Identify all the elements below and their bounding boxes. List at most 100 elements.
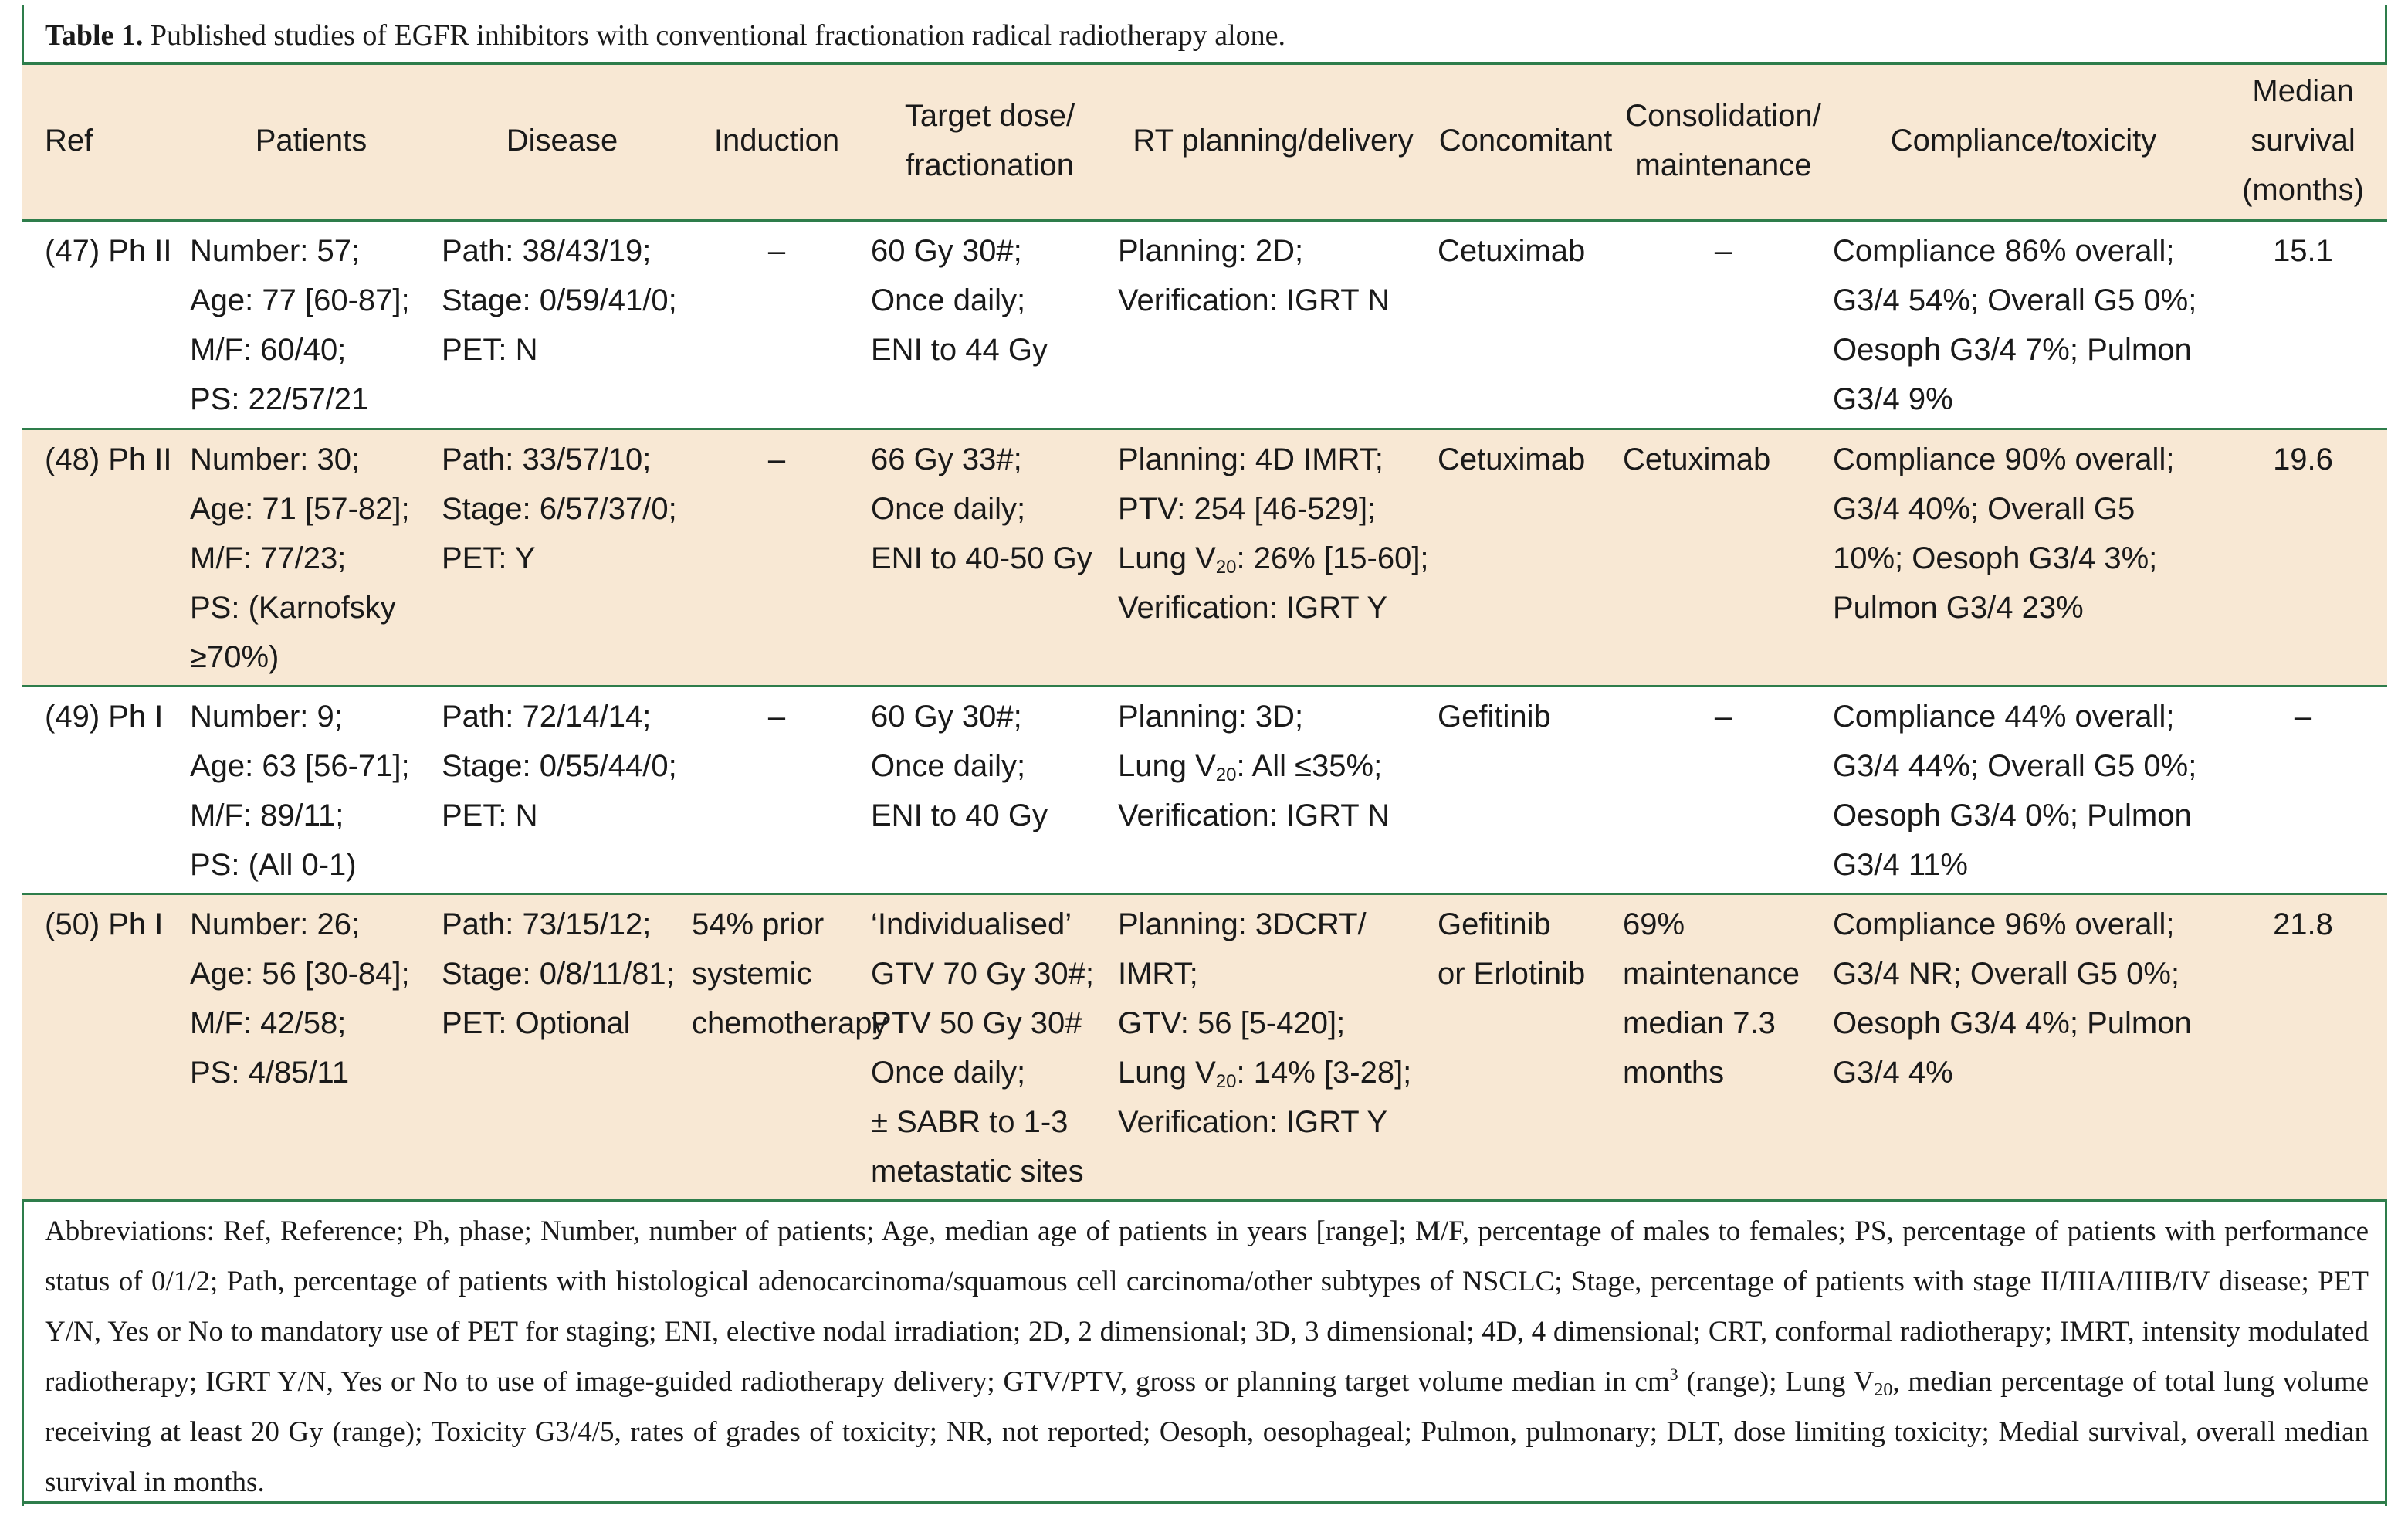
cell-compliance: Compliance 96% overall; G3/4 NR; Overall … xyxy=(1828,893,2219,1202)
cell-line: PTV: 254 [46-529]; xyxy=(1118,492,1377,526)
cell-consolidation: – xyxy=(1618,686,1828,895)
cell-line: Pulmon G3/4 23% xyxy=(1833,591,2084,625)
cell-line: G3/4 40%; Overall G5 xyxy=(1833,492,2135,526)
column-header-line: Median xyxy=(2252,74,2354,108)
column-header-line: Compliance/toxicity xyxy=(1890,124,2157,158)
cell-target: 66 Gy 33#; Once daily; ENI to 40-50 Gy xyxy=(866,429,1113,687)
cell-survival: 19.6 xyxy=(2219,429,2387,687)
cell-line: ENI to 40-50 Gy xyxy=(871,541,1092,575)
cell-line: Number: 26; xyxy=(190,907,361,941)
table-row: (47) Ph II Number: 57; Age: 77 [60-87]; M/F… xyxy=(22,220,2387,430)
cell-rt: Planning: 2D; Verification: IGRT N xyxy=(1113,220,1433,430)
cell-line: median 7.3 xyxy=(1623,1006,1776,1040)
header-row: Ref Patients Disease Induction Target dose/f… xyxy=(22,62,2387,222)
table-caption: Table 1. Published studies of EGFR inhib… xyxy=(45,17,1285,54)
cell-line: G3/4 44%; Overall G5 0%; xyxy=(1833,749,2197,783)
cell-induction: – xyxy=(687,429,866,687)
cell-line: M/F: 77/23; xyxy=(190,541,347,575)
studies-table: Ref Patients Disease Induction Target dose/f… xyxy=(22,62,2387,1202)
cell-consolidation: Cetuximab xyxy=(1618,429,1828,687)
cell-line: (48) Ph II xyxy=(45,442,172,476)
column-header-compliance: Compliance/toxicity xyxy=(1828,62,2219,222)
cell-line: G3/4 4% xyxy=(1833,1056,1953,1090)
cell-line: M/F: 89/11; xyxy=(190,798,344,832)
cell-line: Verification: IGRT Y xyxy=(1118,591,1388,625)
cell-rt: Planning: 4D IMRT; PTV: 254 [46-529]; Lung… xyxy=(1113,429,1433,687)
cell-line: 10%; Oesoph G3/4 3%; xyxy=(1833,541,2158,575)
cell-line: 60 Gy 30#; xyxy=(871,234,1022,268)
cell-line: 15.1 xyxy=(2273,234,2333,268)
cell-target: 60 Gy 30#; Once daily; ENI to 40 Gy xyxy=(866,686,1113,895)
cell-line: – xyxy=(767,234,786,268)
cell-line: PTV 50 Gy 30# xyxy=(871,1006,1082,1040)
cell-line: – xyxy=(767,442,786,476)
cell-line: Cetuximab xyxy=(1623,442,1771,476)
cell-line: PET: N xyxy=(442,333,538,367)
cell-line: Oesoph G3/4 0%; Pulmon xyxy=(1833,798,2192,832)
table-caption-label: Table 1. xyxy=(45,19,144,52)
cell-concomitant: Cetuximab xyxy=(1433,429,1618,687)
cell-consolidation: – xyxy=(1618,220,1828,430)
cell-line: Lung V20: All ≤35%; xyxy=(1118,749,1383,785)
cell-compliance: Compliance 86% overall; G3/4 54%; Overall… xyxy=(1828,220,2219,430)
cell-ref: (48) Ph II xyxy=(22,429,185,687)
cell-line: (49) Ph I xyxy=(45,700,164,734)
table-row: (50) Ph I Number: 26; Age: 56 [30-84]; M/F:… xyxy=(22,893,2387,1202)
column-header-line: Target dose/ xyxy=(904,99,1075,133)
column-header-rt-planning: RT planning/delivery xyxy=(1113,62,1433,222)
column-header-concomitant: Concomitant xyxy=(1433,62,1618,222)
cell-line: Age: 56 [30-84]; xyxy=(190,957,410,991)
cell-line: 69% xyxy=(1623,907,1685,941)
column-header-line: Induction xyxy=(713,124,840,158)
cell-line: Path: 38/43/19; xyxy=(442,234,652,268)
column-header-patients: Patients xyxy=(185,62,437,222)
cell-disease: Path: 33/57/10; Stage: 6/57/37/0; PET: Y xyxy=(437,429,687,687)
cell-line: Verification: IGRT N xyxy=(1118,798,1390,832)
cell-patients: Number: 30; Age: 71 [57-82]; M/F: 77/23; PS… xyxy=(185,429,437,687)
cell-line: ENI to 44 Gy xyxy=(871,333,1048,367)
cell-line: Once daily; xyxy=(871,1056,1026,1090)
cell-line: PS: 22/57/21 xyxy=(190,382,369,416)
cell-line: G3/4 11% xyxy=(1833,848,1968,882)
cell-patients: Number: 9; Age: 63 [56-71]; M/F: 89/11; PS:… xyxy=(185,686,437,895)
column-header-line: Concomitant xyxy=(1438,124,1613,158)
column-header-line: Ref xyxy=(45,124,93,158)
cell-line: Path: 73/15/12; xyxy=(442,907,652,941)
cell-line: Compliance 86% overall; xyxy=(1833,234,2175,268)
column-header-line: Consolidation/ xyxy=(1625,99,1821,133)
table-header: Ref Patients Disease Induction Target dose/f… xyxy=(22,62,2387,222)
cell-line: ≥70%) xyxy=(190,640,279,674)
cell-line: Compliance 90% overall; xyxy=(1833,442,2175,476)
column-header-line: survival xyxy=(2251,124,2356,158)
cell-line: PET: Optional xyxy=(442,1006,631,1040)
cell-ref: (49) Ph I xyxy=(22,686,185,895)
abbreviations-footnote: Abbreviations: Ref, Reference; Ph, phase… xyxy=(45,1216,2369,1498)
cell-target: 60 Gy 30#; Once daily; ENI to 44 Gy xyxy=(866,220,1113,430)
table-container: Ref Patients Disease Induction Target dose/f… xyxy=(22,62,2387,1202)
cell-line: G3/4 NR; Overall G5 0%; xyxy=(1833,957,2180,991)
column-header-line: fractionation xyxy=(906,148,1074,182)
cell-induction: 54% prior systemic chemotherapy xyxy=(687,893,887,1202)
cell-line: Number: 30; xyxy=(190,442,361,476)
cell-ref: (50) Ph I xyxy=(22,893,185,1202)
cell-line: ENI to 40 Gy xyxy=(871,798,1048,832)
cell-line: Planning: 3D; xyxy=(1118,700,1304,734)
cell-line: Gefitinib xyxy=(1438,700,1551,734)
cell-line: GTV: 56 [5-420]; xyxy=(1118,1006,1346,1040)
cell-line: PET: N xyxy=(442,798,538,832)
cell-concomitant: Cetuximab xyxy=(1433,220,1618,430)
cell-line: Once daily; xyxy=(871,492,1026,526)
table-body: (47) Ph II Number: 57; Age: 77 [60-87]; M/F… xyxy=(22,220,2387,1202)
table-caption-text: Published studies of EGFR inhibitors wit… xyxy=(143,19,1285,52)
table-row: (49) Ph I Number: 9; Age: 63 [56-71]; M/F: … xyxy=(22,686,2387,895)
column-header-ref: Ref xyxy=(22,62,185,222)
cell-line: Lung V20: 26% [15-60]; xyxy=(1118,541,1429,578)
cell-line: Path: 72/14/14; xyxy=(442,700,652,734)
column-header-induction: Induction xyxy=(687,62,866,222)
cell-line: Verification: IGRT N xyxy=(1118,283,1390,317)
cell-line: IMRT; xyxy=(1118,957,1198,991)
cell-line: or Erlotinib xyxy=(1438,957,1586,991)
cell-line: – xyxy=(1714,700,1732,734)
cell-line: 60 Gy 30#; xyxy=(871,700,1022,734)
cell-line: Planning: 3DCRT/ xyxy=(1118,907,1367,941)
